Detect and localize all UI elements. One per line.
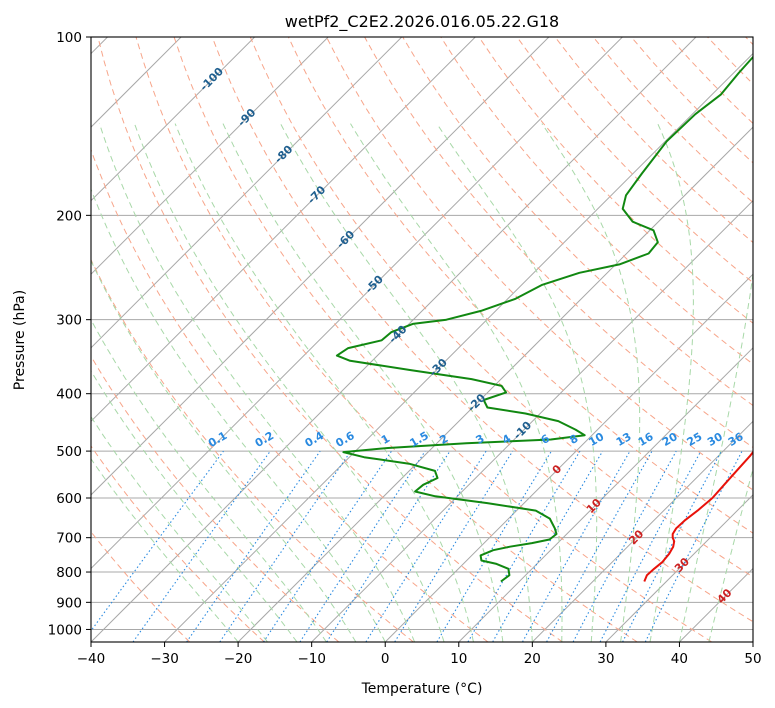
isotherm-line xyxy=(91,37,624,570)
isotherm-line xyxy=(384,273,753,642)
x-tick-label: 50 xyxy=(744,651,761,667)
moist-adiabat-line xyxy=(91,415,268,642)
isotherm-line xyxy=(91,37,182,128)
dewpoint-line xyxy=(335,55,753,583)
isotherm-line xyxy=(91,37,256,202)
plot-frame xyxy=(90,36,754,643)
dry-adiabat-line xyxy=(91,445,265,642)
y-tick-label: 300 xyxy=(56,313,82,329)
dry-adiabat-line xyxy=(135,37,638,642)
y-tick-label: 200 xyxy=(56,208,82,224)
dry-adiabat-line xyxy=(91,258,414,642)
y-tick-label: 600 xyxy=(56,491,82,507)
y-axis: 100 200 300 400 500 600 700 800 900 1000 xyxy=(48,30,91,638)
x-tick-label: 30 xyxy=(597,651,614,667)
mixing-ratio-line xyxy=(219,450,352,642)
x-tick-label: 20 xyxy=(524,651,541,667)
isotherm-line xyxy=(91,37,550,496)
dry-adiabat-line xyxy=(91,148,489,642)
x-tick-label: −40 xyxy=(77,651,106,667)
moist-adiabat-line xyxy=(91,369,298,642)
x-tick-label: −30 xyxy=(150,651,179,667)
mixing-ratio-line xyxy=(299,450,426,642)
mixing-ratio-line xyxy=(522,450,631,642)
mixing-ratio-line xyxy=(394,450,514,642)
isotherm-line xyxy=(605,494,753,642)
moist-adiabat-line xyxy=(134,123,445,642)
dry-adiabat-line xyxy=(91,355,340,642)
y-tick-label: 400 xyxy=(56,387,82,403)
x-axis: −40 −30 −20 −10 0 10 20 30 40 50 xyxy=(77,642,762,667)
y-tick-label: 900 xyxy=(56,595,82,611)
y-tick-label: 1000 xyxy=(48,622,82,638)
mixing-ratio-line xyxy=(91,450,224,632)
y-tick-label: 700 xyxy=(56,531,82,547)
x-tick-label: −20 xyxy=(224,651,253,667)
moist-adiabat-line xyxy=(649,123,694,642)
mixing-ratio-line xyxy=(546,450,653,642)
chart-title: wetPf2_C2E2.2026.016.05.22.G18 xyxy=(285,12,559,32)
y-tick-label: 100 xyxy=(56,30,82,46)
moist-adiabat-line xyxy=(280,123,533,642)
x-tick-label: 40 xyxy=(671,651,688,667)
temperature-line xyxy=(643,450,753,582)
moist-adiabat-line xyxy=(174,123,474,642)
mixing-ratio-line xyxy=(263,450,392,642)
x-axis-title: Temperature (°C) xyxy=(361,681,483,697)
x-tick-label: −10 xyxy=(297,651,326,667)
moist-adiabat-line xyxy=(91,259,357,642)
x-tick-label: 10 xyxy=(450,651,467,667)
y-tick-label: 800 xyxy=(56,565,82,581)
isotherm-line xyxy=(91,37,329,275)
isotherm-line xyxy=(91,37,403,349)
isotherm-line xyxy=(237,126,753,642)
mixing-ratio-line xyxy=(132,450,271,642)
isotherm-line xyxy=(311,199,753,642)
mixing-ratio-line xyxy=(572,450,677,642)
isotherm-line xyxy=(164,52,753,642)
isotherm-line xyxy=(458,347,753,642)
dry-adiabat-line xyxy=(211,37,753,623)
dry-adiabat-line xyxy=(478,37,753,324)
moist-adiabat-line xyxy=(350,123,563,642)
isotherm-line xyxy=(531,420,753,642)
mixing-ratio-line xyxy=(186,450,321,642)
moist-adiabat-line xyxy=(678,270,753,642)
x-tick-label: 0 xyxy=(381,651,390,667)
y-axis-title: Pressure (hPa) xyxy=(12,290,28,390)
moist-adiabat-line xyxy=(91,457,239,642)
moist-adiabat-line xyxy=(99,123,416,642)
mixing-ratio-line xyxy=(644,450,743,642)
dry-adiabat-line xyxy=(440,37,753,365)
moist-adiabat-line xyxy=(91,188,386,642)
moist-adiabat-line xyxy=(222,123,504,642)
mixing-ratio-line xyxy=(326,450,451,642)
profile-series xyxy=(335,55,753,583)
y-tick-label: 500 xyxy=(56,444,82,460)
dry-adiabat-line xyxy=(97,37,563,642)
isotherm-line xyxy=(91,37,477,423)
dry-adiabat-line xyxy=(516,37,753,284)
moist-adiabat-line xyxy=(708,467,753,642)
plot-area xyxy=(91,37,753,642)
moist-adiabat-line xyxy=(541,123,641,642)
